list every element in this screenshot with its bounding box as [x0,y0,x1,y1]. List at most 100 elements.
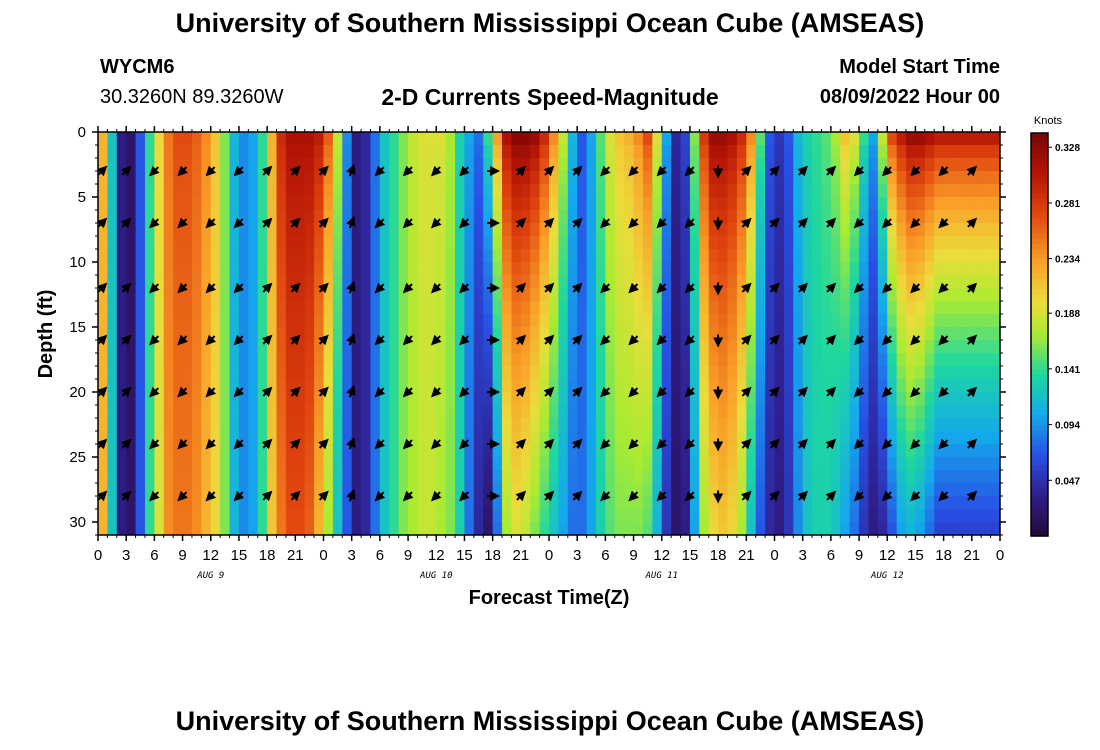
x-tick-label: 0 [996,547,1004,564]
heatmap-cell [934,470,945,484]
heatmap-cell [483,405,494,419]
heatmap-cell [332,340,343,354]
heatmap-cell [389,158,400,172]
heatmap-cell [943,327,954,341]
heatmap-cell [765,457,776,471]
heatmap-cell [398,223,409,237]
current-vector [543,217,555,229]
heatmap-cell [689,522,700,535]
heatmap-cell [812,210,823,224]
heatmap-cell [633,522,644,535]
heatmap-cell [859,236,870,250]
heatmap-cell [98,301,108,315]
heatmap-cell [163,197,174,211]
heatmap-cell [642,288,653,302]
heatmap-cell [849,457,860,471]
heatmap-cell [567,522,578,535]
heatmap-cell [981,353,992,367]
heatmap-cell [98,379,108,393]
heatmap-cell [661,223,672,237]
heatmap-cell [257,431,268,445]
heatmap-cell [426,262,437,276]
heatmap-cell [98,314,108,328]
heatmap-cell [116,379,127,393]
heatmap-cell [285,483,296,497]
heatmap-cell [426,392,437,406]
heatmap-cell [699,392,710,406]
heatmap-cell [436,509,447,523]
heatmap-cell [558,249,569,263]
heatmap-cell [614,522,625,535]
heatmap-cell [915,392,926,406]
heatmap-cell [943,392,954,406]
current-vector [205,217,217,229]
heatmap-cell [361,496,372,510]
heatmap-cell [154,353,165,367]
heatmap-cell [238,314,249,328]
heatmap-cell [398,288,409,302]
heatmap-cell [605,509,616,523]
heatmap-cell [718,353,729,367]
heatmap-cell [953,327,964,341]
heatmap-cell [267,457,278,471]
heatmap-cell [483,314,494,328]
heatmap-cell [98,210,108,224]
current-vector [656,438,668,450]
heatmap-cell [502,340,513,354]
heatmap-cell [248,405,259,419]
heatmap-cell [126,275,137,289]
heatmap-cell [483,431,494,445]
heatmap-cell [990,314,1000,328]
heatmap-cell [990,340,1000,354]
heatmap-cell [595,353,606,367]
heatmap-cell [520,509,531,523]
current-vector [741,490,752,502]
heatmap-cell [285,392,296,406]
heatmap-cell [361,509,372,523]
heatmap-cell [314,444,325,458]
heatmap-cell [727,444,738,458]
colorbar-cell [1031,399,1048,406]
x-axis-title: Forecast Time(Z) [469,587,630,609]
model-start-value: 08/09/2022 Hour 00 [819,86,1000,108]
heatmap-cell [445,431,456,445]
heatmap-cell [492,379,503,393]
heatmap-cell [417,171,428,185]
heatmap-cell [915,197,926,211]
heatmap-cell [173,288,184,302]
heatmap-cell [126,366,137,380]
heatmap-cell [98,236,108,250]
heatmap-cell [248,379,259,393]
heatmap-cell [567,366,578,380]
heatmap-cell [126,236,137,250]
heatmap-cell [774,522,785,535]
heatmap-cell [859,405,870,419]
heatmap-cell [718,275,729,289]
heatmap-cell [567,158,578,172]
heatmap-cell [605,236,616,250]
heatmap-cell [614,457,625,471]
heatmap-cell [830,522,841,535]
heatmap-cell [144,275,155,289]
heatmap-cell [549,366,559,380]
heatmap-cell [229,145,240,159]
heatmap-cell [671,353,682,367]
heatmap-cell [896,483,907,497]
current-vector [459,217,470,229]
heatmap-cell [924,301,935,315]
heatmap-cell [614,236,625,250]
heatmap-cell [163,418,174,432]
heatmap-cell [314,158,325,172]
heatmap-cell [558,509,569,523]
heatmap-cell [896,132,907,146]
heatmap-cell [868,418,879,432]
heatmap-cell [614,340,625,354]
heatmap-cell [379,288,390,302]
heatmap-cell [549,275,559,289]
heatmap-cell [304,262,315,276]
current-vector [290,334,301,346]
heatmap-cell [962,522,973,535]
heatmap-cell [558,145,569,159]
heatmap-cell [633,223,644,237]
heatmap-cell [718,262,729,276]
